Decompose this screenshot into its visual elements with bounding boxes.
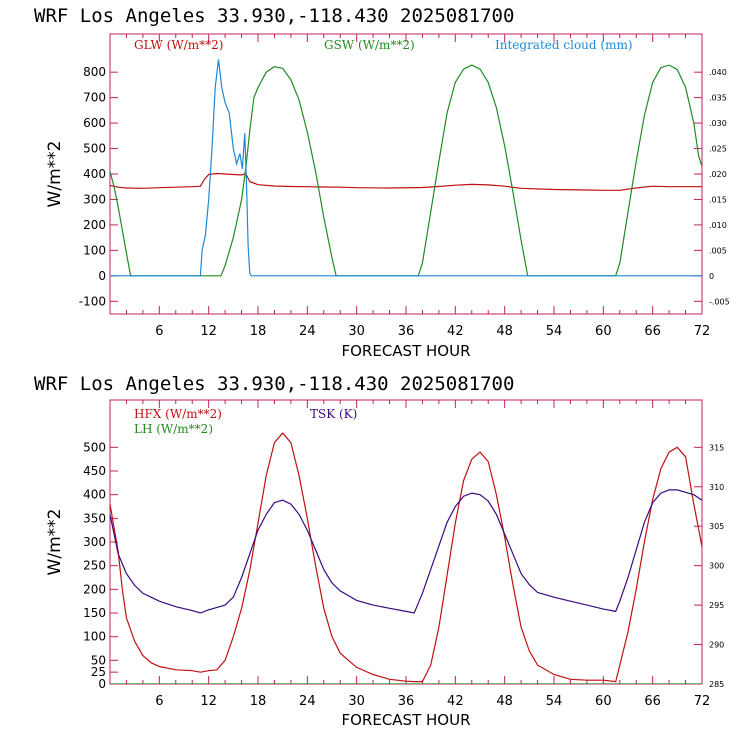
- x-tick-label: 30: [348, 324, 365, 339]
- legend-entry-lh: LH (W/m**2): [134, 422, 213, 436]
- x-tick-label: 18: [250, 324, 267, 339]
- series-line-glw: [110, 172, 702, 191]
- y-tick-label: 100: [83, 630, 106, 644]
- y-tick-label: 500: [83, 440, 106, 454]
- x-tick-label: 6: [155, 324, 163, 339]
- x-tick-label: 48: [496, 694, 513, 709]
- x-tick-label: 54: [546, 324, 563, 339]
- y2-tick-label: .005: [709, 246, 727, 255]
- x-axis-label: FORECAST HOUR: [341, 711, 470, 729]
- y-tick-label: 300: [83, 192, 106, 206]
- legend-entry-tsk: TSK (K): [310, 407, 357, 421]
- y-tick-label: 200: [83, 218, 106, 232]
- y2-tick-label: .030: [709, 119, 727, 128]
- y2-tick-label: .010: [709, 221, 727, 230]
- y2-tick-label: 300: [709, 562, 724, 571]
- y2-tick-label: 0: [709, 272, 714, 281]
- x-tick-label: 48: [496, 324, 513, 339]
- y2-tick-label: .025: [709, 145, 727, 154]
- y-tick-label: 0: [98, 269, 106, 283]
- y-tick-label: 0: [98, 677, 106, 691]
- legend-entry-gsw: GSW (W/m**2): [324, 38, 415, 52]
- plot-frame: [109, 33, 703, 315]
- y2-tick-label: 305: [709, 522, 724, 531]
- y-tick-label: 400: [83, 488, 106, 502]
- y2-tick-label: 315: [709, 443, 724, 452]
- y-axis-label: W/m**2: [45, 509, 65, 576]
- y2-tick-label: .020: [709, 170, 727, 179]
- x-tick-label: 36: [398, 694, 415, 709]
- y-tick-label: 700: [83, 91, 106, 105]
- x-tick-label: 60: [595, 694, 612, 709]
- x-tick-label: 30: [348, 694, 365, 709]
- y2-tick-label: .015: [709, 195, 727, 204]
- x-tick-label: 42: [447, 694, 464, 709]
- x-tick-label: 66: [644, 324, 661, 339]
- y-tick-label: 150: [83, 606, 106, 620]
- y-tick-label: 300: [83, 535, 106, 549]
- x-tick-label: 72: [694, 324, 711, 339]
- x-tick-label: 12: [200, 694, 217, 709]
- y-tick-label: 50: [91, 653, 106, 667]
- y-tick-label: 350: [83, 511, 106, 525]
- y2-tick-label: 310: [709, 483, 724, 492]
- y-tick-label: 100: [83, 243, 106, 257]
- y-tick-label: 250: [83, 559, 106, 573]
- y2-tick-label: .035: [709, 94, 727, 103]
- x-tick-label: 66: [644, 694, 661, 709]
- legend-entry-hfx: HFX (W/m**2): [134, 407, 222, 421]
- x-tick-label: 6: [155, 694, 163, 709]
- x-tick-label: 54: [546, 694, 563, 709]
- y-tick-label: -100: [79, 294, 106, 308]
- legend-entry-integrated: Integrated cloud (mm): [495, 38, 633, 52]
- y-tick-label: 500: [83, 142, 106, 156]
- x-tick-label: 12: [200, 324, 217, 339]
- series-line-tsk: [110, 489, 702, 614]
- chart-panel-2: WRF Los Angeles 33.930,-118.430 20250817…: [34, 373, 724, 729]
- chart-title: WRF Los Angeles 33.930,-118.430 20250817…: [34, 5, 514, 27]
- y2-tick-label: 285: [709, 680, 724, 689]
- x-tick-label: 42: [447, 324, 464, 339]
- y-tick-label: 800: [83, 65, 106, 79]
- series-line-gsw: [110, 64, 702, 277]
- y-tick-label: 25: [91, 665, 106, 679]
- x-tick-label: 18: [250, 694, 267, 709]
- chart-title: WRF Los Angeles 33.930,-118.430 20250817…: [34, 373, 514, 395]
- x-axis-label: FORECAST HOUR: [341, 342, 470, 360]
- x-tick-label: 72: [694, 694, 711, 709]
- chart-panel-1: WRF Los Angeles 33.930,-118.430 20250817…: [34, 5, 730, 360]
- y2-tick-label: 290: [709, 641, 724, 650]
- x-tick-label: 36: [398, 324, 415, 339]
- y-axis-label: W/m**2: [45, 141, 65, 208]
- y-tick-label: 400: [83, 167, 106, 181]
- series-line-hfx: [110, 432, 702, 683]
- x-tick-label: 24: [299, 324, 316, 339]
- series-line-integrated: [110, 59, 702, 277]
- y-tick-label: 600: [83, 116, 106, 130]
- y2-tick-label: -.005: [709, 297, 730, 306]
- y2-tick-label: .040: [709, 68, 727, 77]
- y2-tick-label: 295: [709, 601, 724, 610]
- x-tick-label: 60: [595, 324, 612, 339]
- y-tick-label: 450: [83, 464, 106, 478]
- plot-frame: [109, 399, 703, 685]
- legend-entry-glw: GLW (W/m**2): [134, 38, 223, 52]
- y-tick-label: 200: [83, 582, 106, 596]
- x-tick-label: 24: [299, 694, 316, 709]
